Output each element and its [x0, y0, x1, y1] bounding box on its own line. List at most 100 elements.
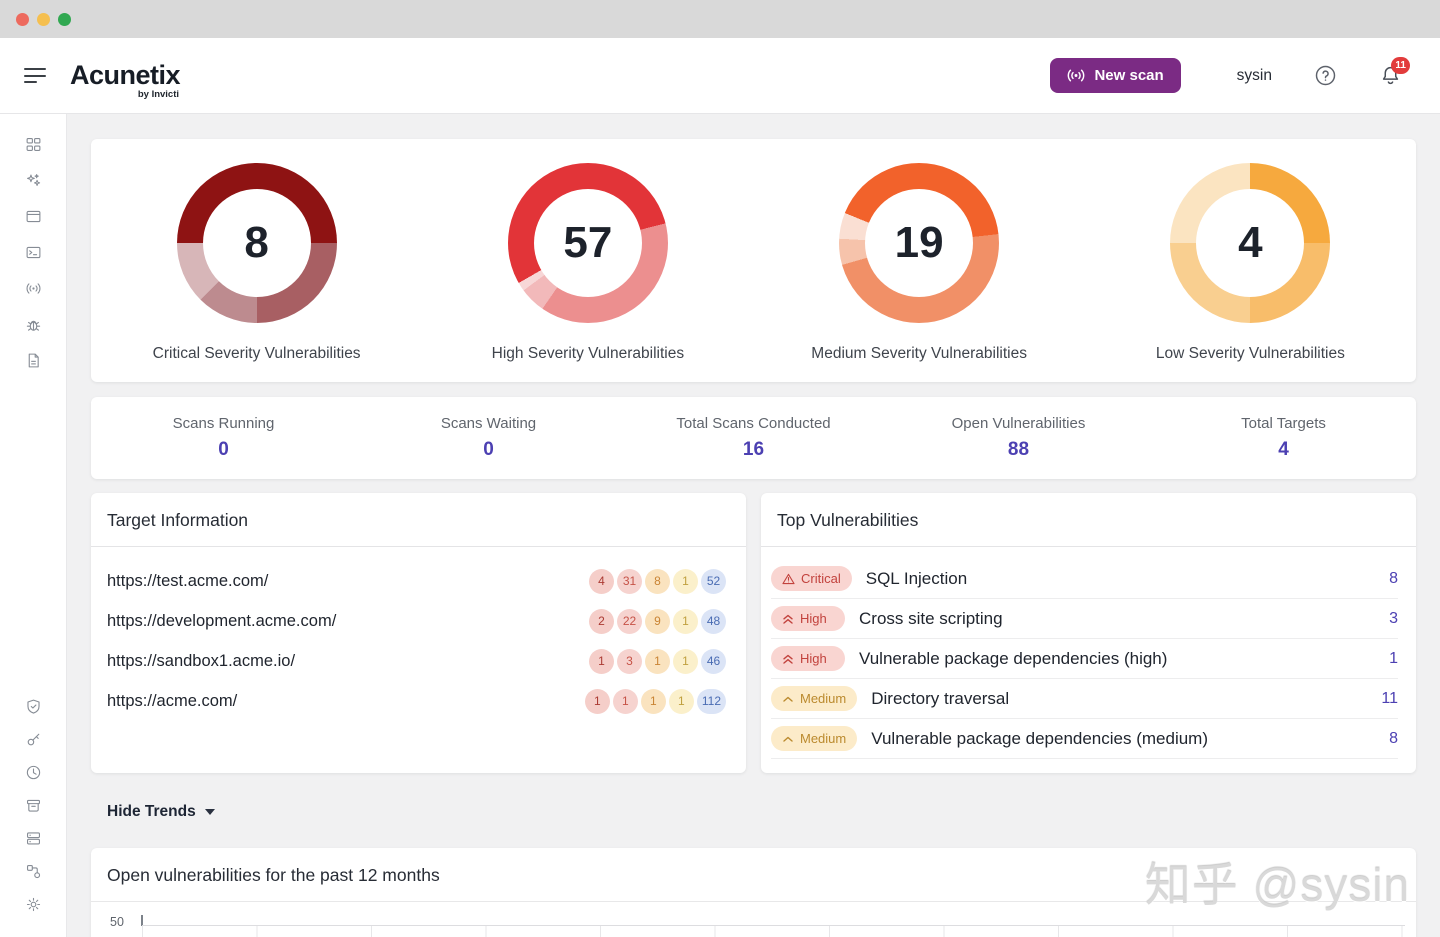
- low-count-badge[interactable]: 1: [673, 609, 698, 634]
- medium-severity-donut[interactable]: 19 Medium Severity Vulnerabilities: [754, 163, 1085, 382]
- sparkles-icon[interactable]: [25, 172, 42, 189]
- high-count-badge[interactable]: 22: [617, 609, 642, 634]
- target-row[interactable]: https://test.acme.com/ 4 31 8 1 52: [107, 561, 726, 601]
- critical-severity-donut[interactable]: 8 Critical Severity Vulnerabilities: [91, 163, 422, 382]
- scan-stats-card: Scans Running 0 Scans Waiting 0 Total Sc…: [91, 397, 1416, 479]
- app-header: Acunetix by Invicti New scan sysin: [0, 38, 1440, 114]
- critical-count: 8: [244, 218, 268, 268]
- vulnerability-name[interactable]: Vulnerable package dependencies (high): [859, 649, 1389, 669]
- critical-label: Critical Severity Vulnerabilities: [153, 345, 361, 363]
- macos-titlebar: [0, 0, 1440, 38]
- vulnerability-name[interactable]: Directory traversal: [871, 689, 1381, 709]
- bug-icon[interactable]: [25, 316, 42, 333]
- high-severity-donut[interactable]: 57 High Severity Vulnerabilities: [422, 163, 753, 382]
- vulnerability-count[interactable]: 8: [1389, 730, 1398, 748]
- critical-count-badge[interactable]: 4: [589, 569, 614, 594]
- severity-pill-high: High: [771, 646, 845, 671]
- donut-ring-low: 4: [1170, 163, 1330, 323]
- low-severity-donut[interactable]: 4 Low Severity Vulnerabilities: [1085, 163, 1416, 382]
- close-window-button[interactable]: [16, 13, 29, 26]
- archive-icon[interactable]: [25, 797, 42, 814]
- window-icon[interactable]: [25, 208, 42, 225]
- chevron-up-icon: [782, 733, 794, 745]
- trend-chart-card: Open vulnerabilities for the past 12 mon…: [91, 848, 1416, 937]
- info-count-badge[interactable]: 112: [697, 689, 726, 714]
- hide-trends-toggle[interactable]: Hide Trends: [107, 803, 215, 821]
- severity-pill-critical: Critical: [771, 566, 852, 591]
- main-content: 8 Critical Severity Vulnerabilities 57 H…: [67, 114, 1440, 937]
- settings-icon[interactable]: [25, 896, 42, 913]
- info-count-badge[interactable]: 46: [701, 649, 726, 674]
- y-axis-tick-label: 50: [110, 915, 124, 929]
- vulnerability-name[interactable]: SQL Injection: [866, 569, 1389, 589]
- minimize-window-button[interactable]: [37, 13, 50, 26]
- target-url[interactable]: https://acme.com/: [107, 692, 237, 711]
- critical-count-badge[interactable]: 1: [589, 649, 614, 674]
- medium-label: Medium Severity Vulnerabilities: [811, 345, 1027, 363]
- vulnerability-row[interactable]: High Vulnerable package dependencies (hi…: [771, 639, 1398, 679]
- medium-count: 19: [895, 218, 944, 268]
- vulnerability-count[interactable]: 8: [1389, 570, 1398, 588]
- high-count-badge[interactable]: 1: [613, 689, 638, 714]
- help-button[interactable]: [1314, 64, 1337, 87]
- critical-count-badge[interactable]: 1: [585, 689, 610, 714]
- severity-pill-high: High: [771, 606, 845, 631]
- trend-chart-title: Open vulnerabilities for the past 12 mon…: [91, 848, 1416, 902]
- app-window: Acunetix by Invicti New scan sysin: [0, 0, 1440, 937]
- user-menu[interactable]: sysin: [1237, 67, 1272, 85]
- target-url[interactable]: https://sandbox1.acme.io/: [107, 652, 295, 671]
- target-row[interactable]: https://sandbox1.acme.io/ 1 3 1 1 46: [107, 641, 726, 681]
- target-url[interactable]: https://test.acme.com/: [107, 572, 268, 591]
- severity-pill-medium: Medium: [771, 686, 857, 711]
- terminal-icon[interactable]: [25, 244, 42, 261]
- key-icon[interactable]: [25, 731, 42, 748]
- medium-count-badge[interactable]: 1: [641, 689, 666, 714]
- new-scan-button[interactable]: New scan: [1050, 58, 1180, 93]
- scanner-icon[interactable]: [25, 830, 42, 847]
- clock-icon[interactable]: [25, 764, 42, 781]
- dashboard-icon[interactable]: [25, 136, 42, 153]
- workflow-icon[interactable]: [25, 863, 42, 880]
- chevron-down-icon: [205, 809, 215, 815]
- vulnerability-row[interactable]: Medium Directory traversal 11: [771, 679, 1398, 719]
- notification-count-badge: 11: [1391, 57, 1410, 74]
- target-url[interactable]: https://development.acme.com/: [107, 612, 336, 631]
- vulnerability-count[interactable]: 1: [1389, 650, 1398, 668]
- scan-icon[interactable]: [25, 280, 42, 297]
- medium-count-badge[interactable]: 8: [645, 569, 670, 594]
- vulnerability-count[interactable]: 3: [1389, 610, 1398, 628]
- notifications-button[interactable]: 11: [1379, 64, 1402, 87]
- double-chevron-up-icon: [782, 613, 794, 625]
- high-count-badge[interactable]: 3: [617, 649, 642, 674]
- high-count-badge[interactable]: 31: [617, 569, 642, 594]
- vulnerability-row[interactable]: Medium Vulnerable package dependencies (…: [771, 719, 1398, 759]
- critical-count-badge[interactable]: 2: [589, 609, 614, 634]
- target-information-title: Target Information: [91, 493, 746, 547]
- shield-check-icon[interactable]: [25, 698, 42, 715]
- brand-logo[interactable]: Acunetix by Invicti: [70, 60, 180, 91]
- vulnerability-name[interactable]: Cross site scripting: [859, 609, 1389, 629]
- vulnerability-row[interactable]: Critical SQL Injection 8: [771, 559, 1398, 599]
- stat-total-scans: Total Scans Conducted 16: [621, 415, 886, 461]
- target-row[interactable]: https://development.acme.com/ 2 22 9 1 4…: [107, 601, 726, 641]
- medium-count-badge[interactable]: 9: [645, 609, 670, 634]
- vulnerability-count[interactable]: 11: [1381, 690, 1398, 708]
- menu-icon[interactable]: [24, 68, 50, 83]
- severity-summary-card: 8 Critical Severity Vulnerabilities 57 H…: [91, 139, 1416, 382]
- top-vulnerabilities-panel: Top Vulnerabilities Critical SQL Injecti…: [761, 493, 1416, 773]
- medium-count-badge[interactable]: 1: [645, 649, 670, 674]
- low-count-badge[interactable]: 1: [669, 689, 694, 714]
- info-count-badge[interactable]: 52: [701, 569, 726, 594]
- double-chevron-up-icon: [782, 653, 794, 665]
- zoom-window-button[interactable]: [58, 13, 71, 26]
- trend-chart-plot: [142, 925, 1405, 937]
- document-icon[interactable]: [25, 352, 42, 369]
- vulnerability-row[interactable]: High Cross site scripting 3: [771, 599, 1398, 639]
- low-count-badge[interactable]: 1: [673, 649, 698, 674]
- brand-subtitle: by Invicti: [138, 89, 179, 100]
- warning-triangle-icon: [782, 573, 795, 585]
- low-count-badge[interactable]: 1: [673, 569, 698, 594]
- vulnerability-name[interactable]: Vulnerable package dependencies (medium): [871, 729, 1389, 749]
- target-row[interactable]: https://acme.com/ 1 1 1 1 112: [107, 681, 726, 721]
- info-count-badge[interactable]: 48: [701, 609, 726, 634]
